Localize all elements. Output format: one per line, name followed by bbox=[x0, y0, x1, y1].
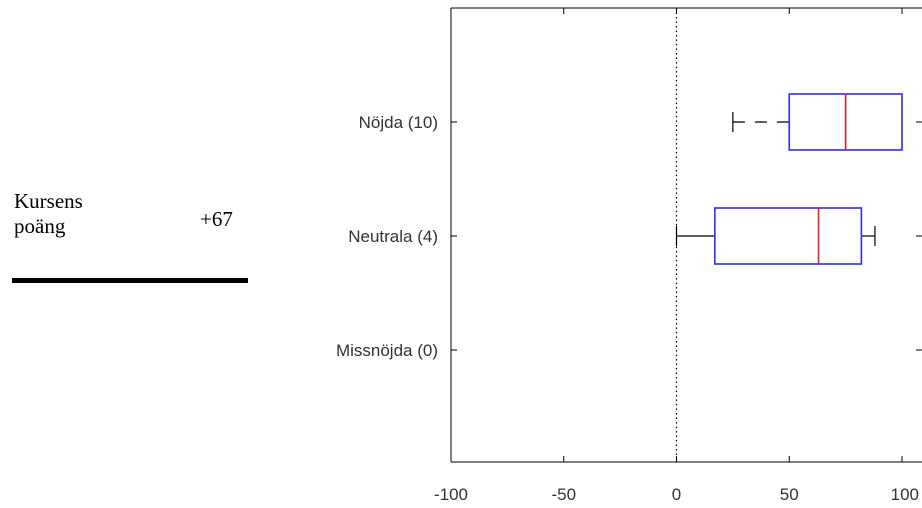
x-tick-label: -50 bbox=[551, 485, 576, 504]
category-label: Missnöjda (0) bbox=[336, 341, 438, 360]
category-label: Nöjda (10) bbox=[359, 113, 438, 132]
x-tick-label: -100 bbox=[434, 485, 468, 504]
x-tick-label: 0 bbox=[672, 485, 681, 504]
x-tick-label: 50 bbox=[780, 485, 799, 504]
box-1 bbox=[732, 93, 903, 151]
course-score-panel: Kursens poäng +67 bbox=[0, 0, 260, 508]
category-label: Neutrala (4) bbox=[348, 227, 438, 246]
course-score-label: Kursens poäng bbox=[14, 189, 83, 238]
score-divider bbox=[12, 278, 248, 283]
box-2 bbox=[675, 207, 876, 265]
x-tick-label: 100 bbox=[891, 485, 919, 504]
box-iqr bbox=[714, 207, 863, 265]
course-score-value: +67 bbox=[200, 207, 233, 231]
